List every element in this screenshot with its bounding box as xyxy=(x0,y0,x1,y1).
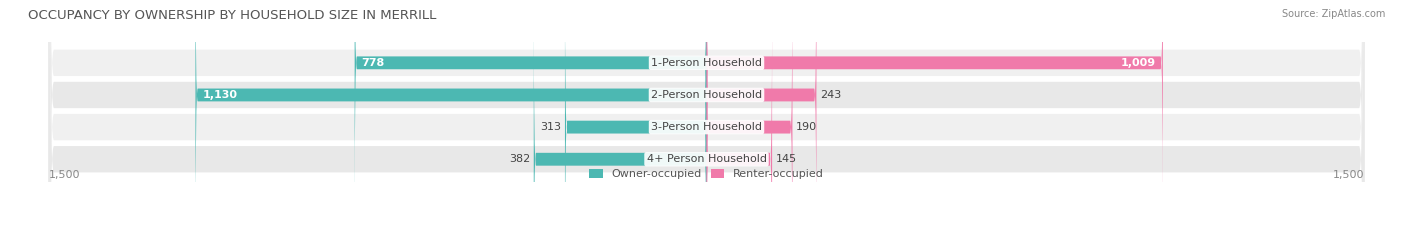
Text: 778: 778 xyxy=(361,58,385,68)
Text: 1-Person Household: 1-Person Household xyxy=(651,58,762,68)
Text: 190: 190 xyxy=(796,122,817,132)
Text: 243: 243 xyxy=(820,90,841,100)
Text: 1,500: 1,500 xyxy=(48,170,80,180)
Text: 313: 313 xyxy=(540,122,561,132)
FancyBboxPatch shape xyxy=(707,0,1163,217)
Text: 145: 145 xyxy=(776,154,797,164)
FancyBboxPatch shape xyxy=(565,0,707,233)
Text: 2-Person Household: 2-Person Household xyxy=(651,90,762,100)
FancyBboxPatch shape xyxy=(707,0,817,233)
Text: 1,500: 1,500 xyxy=(1333,170,1365,180)
Text: OCCUPANCY BY OWNERSHIP BY HOUSEHOLD SIZE IN MERRILL: OCCUPANCY BY OWNERSHIP BY HOUSEHOLD SIZE… xyxy=(28,9,436,22)
FancyBboxPatch shape xyxy=(48,0,1365,233)
Text: 382: 382 xyxy=(509,154,530,164)
Text: Source: ZipAtlas.com: Source: ZipAtlas.com xyxy=(1281,9,1385,19)
Text: 1,009: 1,009 xyxy=(1121,58,1156,68)
Text: 4+ Person Household: 4+ Person Household xyxy=(647,154,766,164)
Legend: Owner-occupied, Renter-occupied: Owner-occupied, Renter-occupied xyxy=(589,168,824,179)
FancyBboxPatch shape xyxy=(707,0,793,233)
FancyBboxPatch shape xyxy=(48,0,1365,233)
FancyBboxPatch shape xyxy=(707,5,772,233)
Text: 3-Person Household: 3-Person Household xyxy=(651,122,762,132)
FancyBboxPatch shape xyxy=(195,0,707,233)
FancyBboxPatch shape xyxy=(48,0,1365,233)
FancyBboxPatch shape xyxy=(534,5,707,233)
FancyBboxPatch shape xyxy=(354,0,707,217)
Text: 1,130: 1,130 xyxy=(202,90,238,100)
FancyBboxPatch shape xyxy=(48,0,1365,233)
